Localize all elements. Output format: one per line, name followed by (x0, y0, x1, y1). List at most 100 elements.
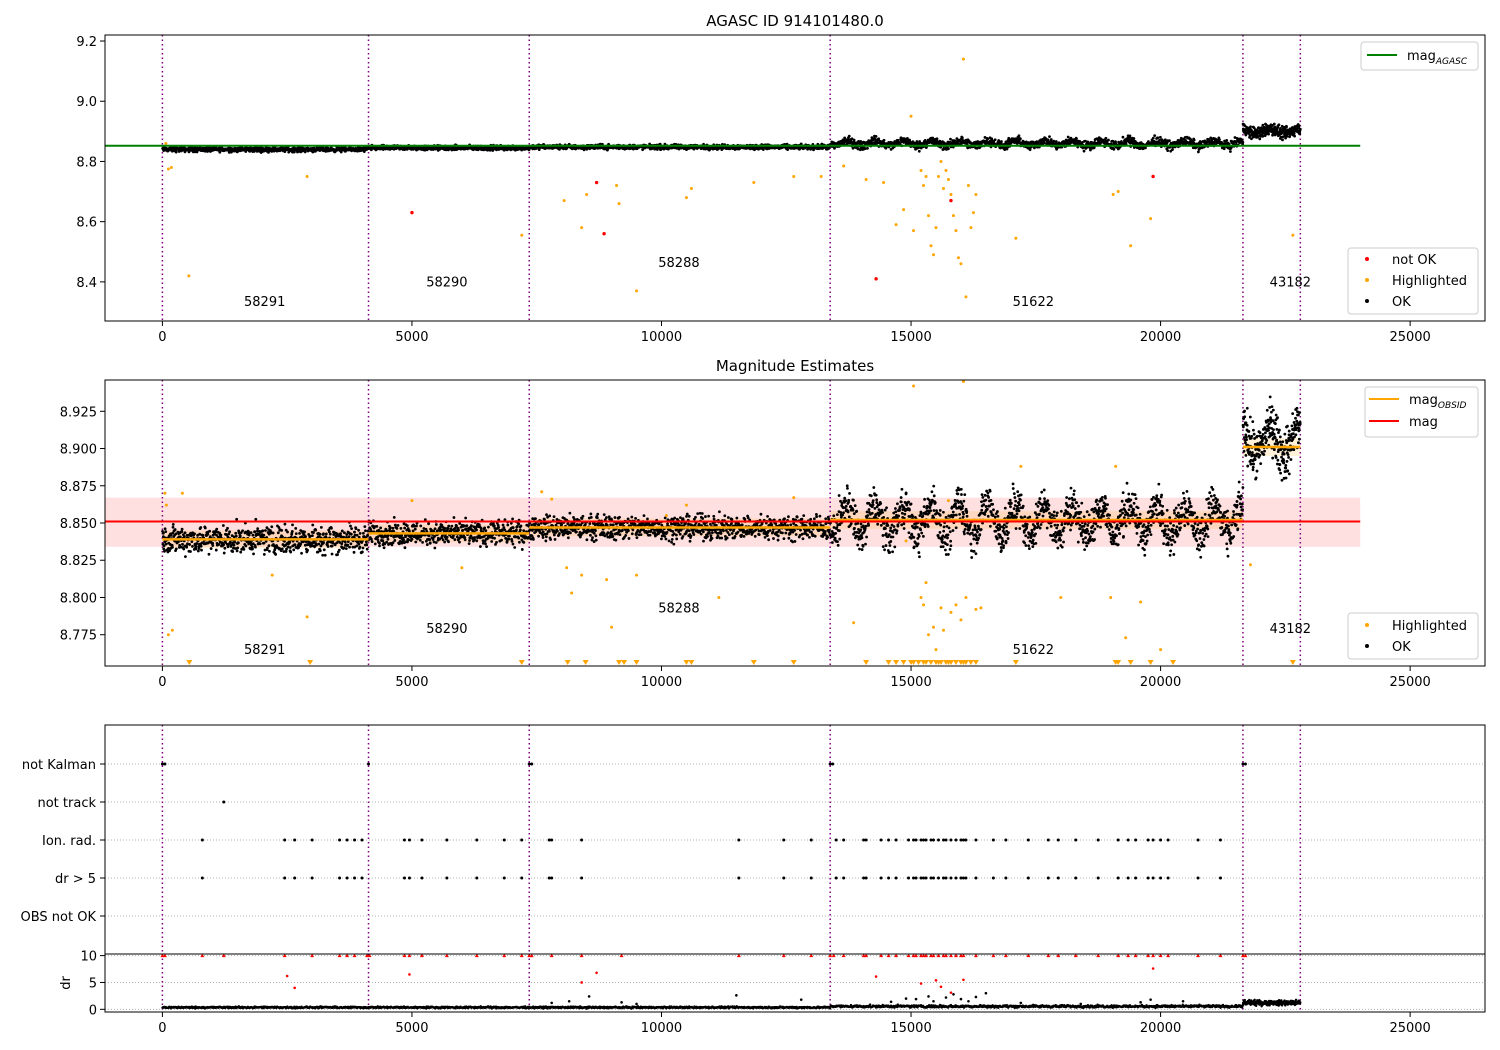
est-ok-band-1-pt-29 (376, 538, 380, 542)
est-ok-band-2-pt-67 (549, 538, 552, 541)
est-ok-band-1-pt-444 (509, 521, 513, 525)
est-ok-band-0-pt-291 (253, 530, 257, 534)
est-ok-band-0-pt-394 (286, 530, 289, 534)
est-ok-band-1-pt-388 (492, 522, 495, 525)
legend-agasc-0-label: not OK (1392, 253, 1437, 268)
est-ok-band-1-pt-127 (408, 529, 411, 533)
est-ok-band-0-pt-490 (316, 550, 320, 554)
est-ok-band-0-pt-12 (164, 542, 168, 546)
est-ok-band-0-pt-496 (318, 532, 322, 536)
est-ok-band-0-pt-405 (289, 535, 293, 539)
agasc-highlighted-17 (842, 164, 846, 168)
est-ok-band-0-pt-101 (193, 532, 196, 536)
est-ok-band-0-pt-623 (358, 531, 362, 535)
legend-mag-agasc-label: magAGASC (1407, 49, 1468, 67)
est-ok-band-1-pt-423 (503, 528, 507, 532)
est-ok-band-1-pt-312 (467, 542, 471, 546)
est-ok-band-1-pt-88 (395, 526, 399, 530)
agasc-ok-band-3-pt-713 (1055, 147, 1059, 151)
est-ok-band-0-pt-211 (228, 530, 231, 534)
agasc-ok-band-4-pt-116 (1267, 132, 1270, 136)
est-ok-band-0-pt-5 (162, 544, 166, 548)
est-ok-band-1-pt-46 (381, 535, 385, 539)
est-ok-band-0-pt-607 (353, 533, 357, 537)
est-ok-band-2-pt-44 (541, 530, 545, 534)
est-ok-band-0-pt-526 (327, 530, 331, 534)
est-ok-band-1-pt-373 (487, 525, 490, 529)
agasc-ok-band-3-pt-629 (1028, 148, 1032, 152)
est-ok-band-0-pt-505 (321, 553, 325, 557)
est-ok-band-0-pt-337 (267, 549, 271, 553)
est-ok-band-0-pt-535 (330, 544, 334, 548)
est-ok-band-1-pt-360 (482, 535, 486, 538)
est-ok-band-0-pt-192 (221, 524, 225, 527)
agasc-ok-band-4-pt-224 (1291, 126, 1294, 129)
est-ok-band-0-pt-510 (322, 548, 326, 552)
est-ok-band-0-pt-106 (194, 547, 198, 551)
panel-agasc: AGASC ID 914101480.0 5829158290582885162… (76, 12, 1486, 345)
est-ok-band-1-pt-49 (383, 530, 386, 533)
agasc-ok-band-3-pt-1031 (1156, 136, 1160, 140)
est-ok-band-0-pt-72 (184, 555, 187, 559)
est-ok-band-1-pt-349 (479, 526, 483, 530)
legend-agasc-lines (1360, 41, 1479, 71)
est-ok-band-1-pt-135 (410, 537, 414, 541)
agasc-highlighted-23 (912, 229, 916, 233)
est-ok-band-0-pt-410 (291, 523, 294, 527)
agasc-ok-band-3-pt-749 (1066, 135, 1070, 139)
agasc-not-ok-0 (410, 210, 414, 215)
agasc-ok-band-0-pt-40 (174, 150, 178, 154)
est-ok-band-0-pt-239 (237, 541, 240, 545)
agasc-highlighted-0 (164, 141, 168, 145)
est-ok-band-0-pt-40 (173, 528, 177, 531)
est-ok-band-1-pt-60 (386, 537, 390, 541)
est-ok-band-1-pt-450 (511, 526, 515, 530)
agasc-highlighted-36 (949, 193, 953, 197)
est-ok-band-1-pt-34 (378, 544, 381, 548)
agasc-ok-band-0-pt-384 (292, 150, 296, 154)
est-ok-band-1-pt-259 (450, 524, 454, 528)
est-ok-band-2-pt-29 (537, 534, 540, 538)
est-ok-band-0-pt-622 (358, 545, 362, 549)
est-ok-band-0-pt-115 (197, 547, 201, 550)
agasc-highlighted-41 (961, 57, 965, 61)
agasc-ok-band-3-pt-1241 (1222, 147, 1226, 151)
est-ok-band-2-pt-56 (545, 532, 549, 536)
est-ok-band-1-pt-433 (506, 523, 510, 527)
est-ok-band-1-pt-98 (398, 540, 402, 543)
est-ok-band-0-pt-22 (168, 549, 171, 553)
est-ok-band-0-pt-232 (234, 534, 238, 538)
agasc-ok-band-3-pt-599 (1018, 137, 1022, 141)
legend-agasc-2-swatch (1365, 299, 1369, 303)
agasc-ok-band-3-pt-59 (847, 134, 851, 138)
est-ok-band-0-pt-349 (271, 531, 275, 535)
est-ok-band-0-pt-533 (330, 526, 333, 530)
est-ok-band-1-pt-72 (390, 543, 394, 547)
est-ok-band-0-pt-594 (349, 542, 353, 546)
est-ok-band-2-pt-64 (548, 514, 552, 518)
est-ok-band-0-pt-228 (233, 540, 237, 544)
agasc-ok-band-3-pt-496 (986, 137, 990, 141)
agasc-ok-band-3-pt-799 (1082, 149, 1086, 153)
y-tick-label-8.8: 8.8 (76, 155, 97, 170)
est-ok-band-0-pt-507 (322, 532, 325, 536)
est-ok-band-1-pt-81 (393, 539, 397, 542)
est-ok-band-0-pt-422 (294, 532, 298, 536)
est-ok-band-1-pt-421 (502, 526, 506, 529)
est-ok-band-1-pt-469 (517, 540, 521, 544)
est-ok-band-0-pt-572 (342, 546, 346, 550)
agasc-highlighted-5 (520, 233, 524, 237)
est-ok-band-0-pt-148 (208, 529, 212, 533)
est-ok-band-0-pt-19 (167, 546, 170, 550)
agasc-ok-band-4 (1241, 122, 1302, 142)
est-ok-band-1-pt-124 (407, 538, 410, 542)
est-ok-band-0-pt-245 (238, 534, 242, 538)
est-ok-band-1-pt-361 (483, 526, 487, 530)
est-ok-band-0-pt-439 (300, 535, 304, 539)
est-ok-band-2-pt-95 (558, 532, 561, 535)
agasc-highlighted-52 (1291, 233, 1295, 237)
est-ok-band-1-pt-335 (475, 528, 478, 532)
est-ok-band-1-pt-190 (428, 538, 432, 541)
